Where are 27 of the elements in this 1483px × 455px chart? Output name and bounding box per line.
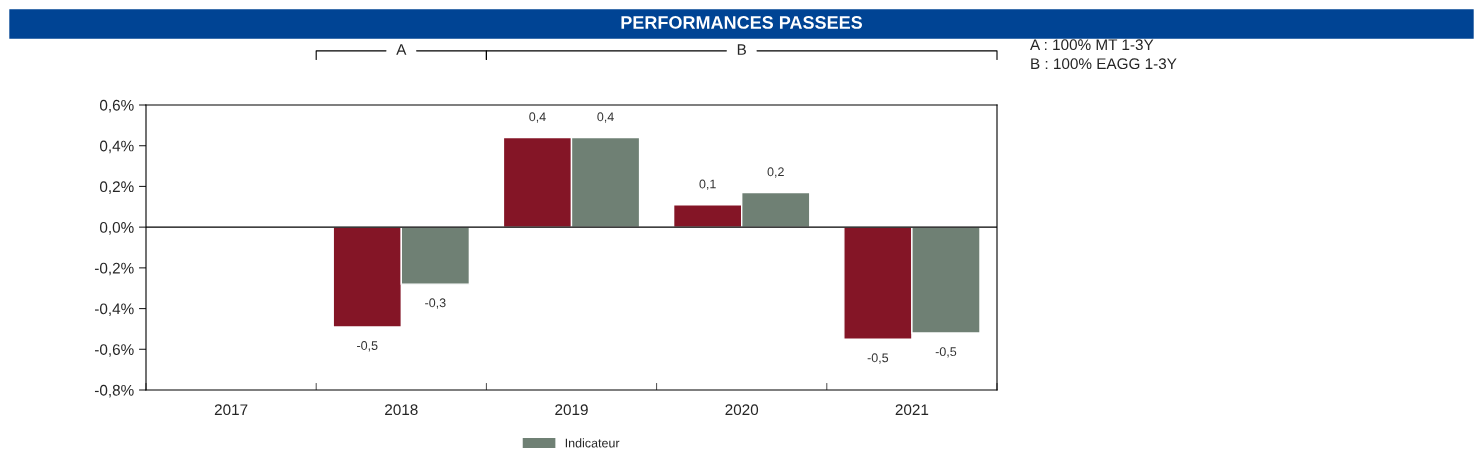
data-label: 0,2	[767, 167, 784, 178]
x-tick-label: 2017	[214, 404, 248, 416]
legend-label: Indicateur	[565, 438, 620, 448]
x-tick-label: 2020	[725, 404, 759, 416]
x-tick-label: 2021	[895, 404, 929, 416]
text: A : 100% MT 1-3Y	[1030, 39, 1154, 51]
text: B	[737, 44, 746, 55]
data-label: -0,3	[425, 298, 446, 309]
data-label: 0,4	[597, 112, 614, 123]
data-label: 0,4	[529, 112, 546, 123]
x-tick-label: 2019	[555, 404, 588, 416]
y-tick-label: 0,4%	[99, 140, 134, 154]
y-tick-label: -0,8%	[94, 384, 134, 398]
y-tick-label: 0,6%	[99, 99, 134, 113]
x-tick-label: 2018	[385, 404, 418, 416]
text: B : 100% EAGG 1-3Y	[1031, 58, 1177, 70]
y-tick-label: -0,2%	[94, 262, 134, 276]
y-tick-label: 0,0%	[99, 222, 134, 235]
text: A	[396, 44, 407, 55]
data-label: -0,5	[357, 341, 378, 352]
data-label: 0,1	[699, 179, 716, 190]
y-tick-label: 0,2%	[99, 181, 134, 194]
y-tick-label: -0,6%	[94, 344, 134, 357]
data-label: -0,5	[867, 353, 889, 364]
data-label: -0,5	[935, 347, 957, 358]
chart-title: PERFORMANCES PASSEES	[621, 16, 863, 29]
y-tick-label: -0,4%	[94, 303, 134, 317]
